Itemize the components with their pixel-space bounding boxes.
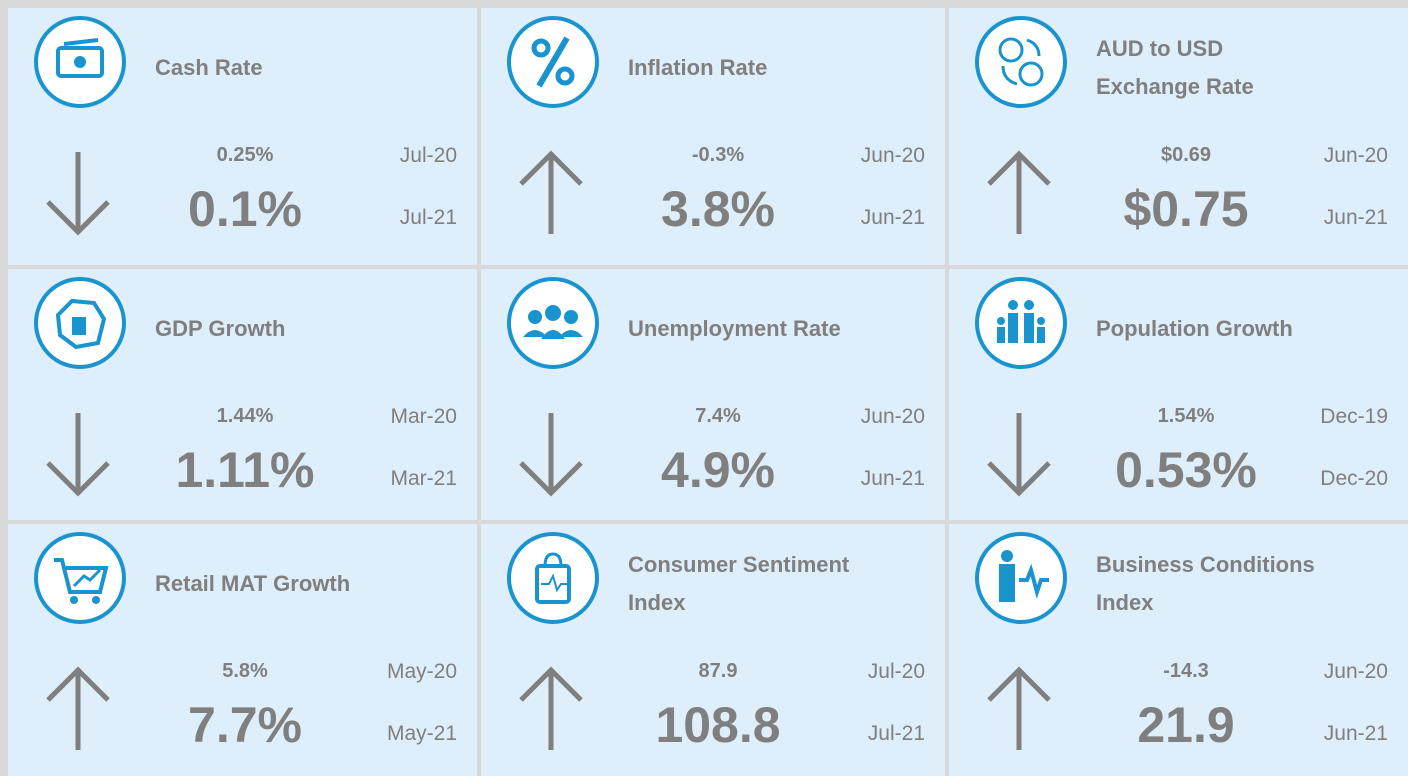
current-value: 1.11% bbox=[175, 442, 315, 498]
indicator-card: Population Growth 1.54% Dec-19 0.53% Dec-20 bbox=[949, 269, 1408, 520]
trend-arrow bbox=[46, 666, 110, 750]
card-title: Cash Rate bbox=[155, 8, 455, 128]
indicator-icon bbox=[34, 16, 126, 108]
dashboard-grid: Cash Rate 0.25% Jul-20 0.1% Jul-21 Inflation … bbox=[8, 8, 1408, 776]
current-date: Jun-21 bbox=[1323, 722, 1388, 745]
indicator-icon bbox=[507, 532, 599, 624]
previous-value: -14.3 bbox=[1163, 660, 1209, 682]
trend-arrow bbox=[987, 150, 1051, 234]
indicator-icon bbox=[507, 16, 599, 108]
card-title-line: Exchange Rate bbox=[1096, 74, 1254, 99]
indicator-icon bbox=[975, 532, 1067, 624]
current-date: Jun-21 bbox=[1323, 206, 1388, 229]
current-date: May-21 bbox=[386, 722, 457, 745]
card-title: Business Conditions Index bbox=[1096, 524, 1396, 644]
previous-date: Jun-20 bbox=[1323, 660, 1388, 683]
indicator-icon bbox=[975, 16, 1067, 108]
previous-value: 5.8% bbox=[222, 660, 268, 682]
previous-value: 1.54% bbox=[1157, 405, 1215, 427]
card-title-line: Consumer Sentiment bbox=[628, 552, 850, 577]
previous-date: Jun-20 bbox=[860, 144, 925, 167]
trend-arrow bbox=[987, 413, 1051, 497]
previous-date: Jun-20 bbox=[1323, 144, 1388, 167]
trend-arrow bbox=[519, 413, 583, 497]
indicator-card: Consumer Sentiment Index 87.9 Jul-20 108.8 Ju… bbox=[481, 524, 945, 776]
previous-value: -0.3% bbox=[691, 144, 745, 166]
previous-date: May-20 bbox=[386, 660, 457, 683]
current-value: 0.1% bbox=[188, 181, 302, 237]
trend-arrow bbox=[519, 666, 583, 750]
current-value: 3.8% bbox=[661, 181, 775, 237]
current-date: Jul-21 bbox=[399, 206, 457, 229]
current-date: Jun-21 bbox=[860, 206, 925, 229]
current-date: Jun-21 bbox=[860, 467, 925, 490]
card-title-line: Retail MAT Growth bbox=[155, 571, 351, 596]
card-title-line: Business Conditions bbox=[1096, 552, 1315, 577]
card-title: Unemployment Rate bbox=[628, 269, 928, 389]
trend-arrow bbox=[987, 666, 1051, 750]
current-value: 7.7% bbox=[188, 697, 302, 753]
trend-arrow bbox=[46, 152, 110, 236]
card-title: AUD to USD Exchange Rate bbox=[1096, 8, 1396, 128]
previous-date: Jun-20 bbox=[860, 405, 925, 428]
indicator-icon bbox=[34, 532, 126, 624]
indicator-card: Unemployment Rate 7.4% Jun-20 4.9% Jun-21 bbox=[481, 269, 945, 520]
current-value: $0.75 bbox=[1123, 181, 1249, 237]
trend-arrow bbox=[519, 150, 583, 234]
card-title-line: Inflation Rate bbox=[628, 55, 768, 80]
card-title: Consumer Sentiment Index bbox=[628, 524, 928, 644]
current-value: 21.9 bbox=[1137, 697, 1235, 753]
card-title-line: Index bbox=[1096, 590, 1154, 615]
indicator-icon bbox=[975, 277, 1067, 369]
trend-arrow bbox=[46, 413, 110, 497]
indicator-icon bbox=[507, 277, 599, 369]
previous-date: Jul-20 bbox=[399, 144, 457, 167]
card-title: Inflation Rate bbox=[628, 8, 928, 128]
current-date: Mar-21 bbox=[390, 467, 457, 490]
current-date: Jul-21 bbox=[867, 722, 925, 745]
current-value: 4.9% bbox=[661, 442, 775, 498]
indicator-card: AUD to USD Exchange Rate $0.69 Jun-20 $0.75 J… bbox=[949, 8, 1408, 265]
card-title-line: AUD to USD bbox=[1096, 36, 1224, 61]
card-title: Retail MAT Growth bbox=[155, 524, 455, 644]
card-title: GDP Growth bbox=[155, 269, 455, 389]
card-title: Population Growth bbox=[1096, 269, 1396, 389]
previous-date: Dec-19 bbox=[1320, 405, 1388, 428]
card-title-line: Unemployment Rate bbox=[628, 316, 841, 341]
indicator-icon bbox=[34, 277, 126, 369]
indicator-card: GDP Growth 1.44% Mar-20 1.11% Mar-21 bbox=[8, 269, 477, 520]
previous-date: Mar-20 bbox=[390, 405, 457, 428]
indicator-card: Business Conditions Index -14.3 Jun-20 21.9 J… bbox=[949, 524, 1408, 776]
previous-value: 7.4% bbox=[695, 405, 741, 427]
current-date: Dec-20 bbox=[1320, 467, 1388, 490]
previous-value: 1.44% bbox=[216, 405, 274, 427]
indicator-card: Cash Rate 0.25% Jul-20 0.1% Jul-21 bbox=[8, 8, 477, 265]
card-title-line: Index bbox=[628, 590, 686, 615]
indicator-card: Retail MAT Growth 5.8% May-20 7.7% May-21 bbox=[8, 524, 477, 776]
current-value: 0.53% bbox=[1115, 442, 1257, 498]
previous-value: 0.25% bbox=[216, 144, 274, 166]
card-title-line: Population Growth bbox=[1096, 316, 1293, 341]
indicator-card: Inflation Rate -0.3% Jun-20 3.8% Jun-21 bbox=[481, 8, 945, 265]
previous-value: 87.9 bbox=[698, 660, 738, 682]
previous-date: Jul-20 bbox=[867, 660, 925, 683]
card-title-line: Cash Rate bbox=[155, 55, 263, 80]
card-title-line: GDP Growth bbox=[155, 316, 286, 341]
previous-value: $0.69 bbox=[1160, 144, 1212, 166]
current-value: 108.8 bbox=[655, 697, 781, 753]
